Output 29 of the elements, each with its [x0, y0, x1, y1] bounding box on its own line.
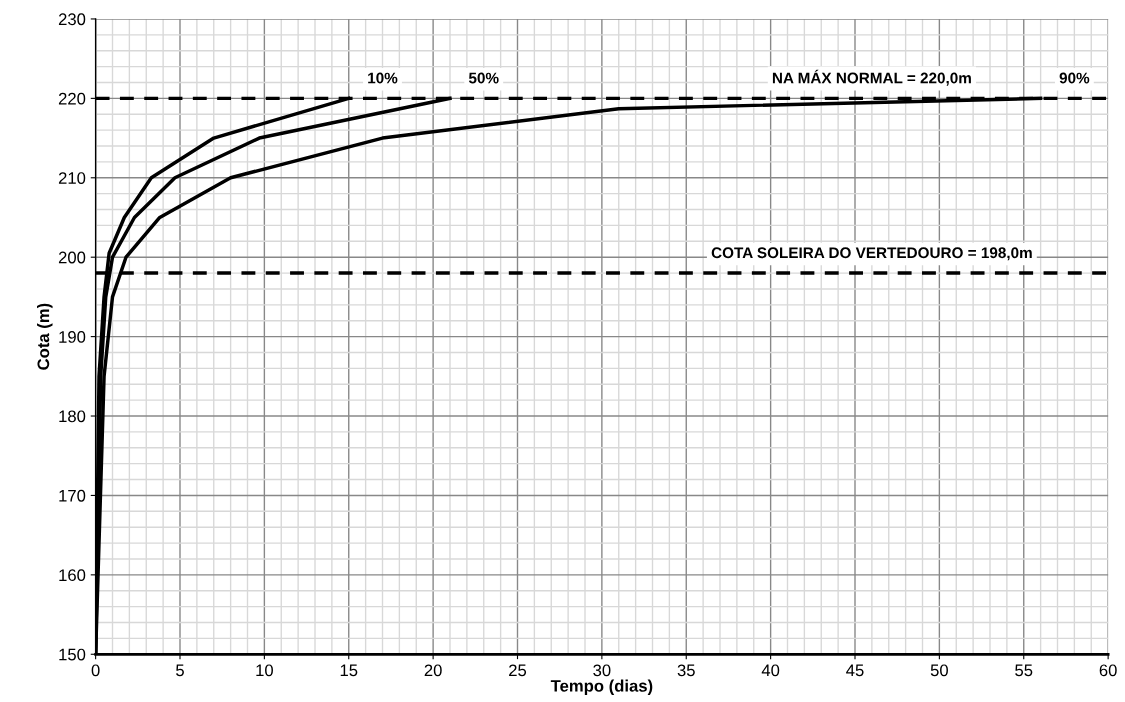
y-tick-label: 170	[59, 489, 86, 502]
series-label: 90%	[1059, 72, 1090, 84]
x-tick-label: 55	[1015, 664, 1033, 677]
x-tick-label: 0	[91, 664, 100, 677]
y-tick-label: 220	[58, 92, 86, 105]
ref-line-label: COTA SOLEIRA DO VERTEDOURO = 198,0m	[711, 247, 1032, 261]
y-tick-label: 230	[58, 13, 86, 26]
x-tick-label: 20	[424, 664, 442, 677]
ref-line-label: NA MÁX NORMAL = 220,0m	[772, 69, 971, 86]
y-tick-label: 180	[59, 410, 86, 423]
x-tick-label: 5	[176, 664, 184, 677]
y-tick-label: 190	[59, 331, 86, 343]
x-tick-label: 15	[340, 664, 358, 677]
y-tick-label: 210	[58, 172, 86, 184]
x-tick-label: 40	[761, 664, 780, 677]
x-tick-label: 30	[593, 664, 611, 677]
x-tick-label: 60	[1099, 664, 1117, 677]
y-axis-title: Cota (m)	[37, 303, 53, 370]
series-label: 10%	[368, 72, 398, 84]
x-axis-title: Tempo (dias)	[550, 679, 653, 696]
x-tick-label: 35	[677, 664, 695, 677]
y-tick-label: 150	[59, 648, 86, 661]
x-tick-label: 25	[509, 664, 527, 677]
x-tick-label: 50	[930, 664, 948, 677]
series-label: 50%	[468, 72, 499, 84]
y-tick-label: 160	[59, 569, 86, 582]
y-tick-label: 200	[58, 251, 86, 264]
x-tick-label: 45	[846, 664, 864, 677]
x-tick-label: 10	[256, 664, 273, 677]
